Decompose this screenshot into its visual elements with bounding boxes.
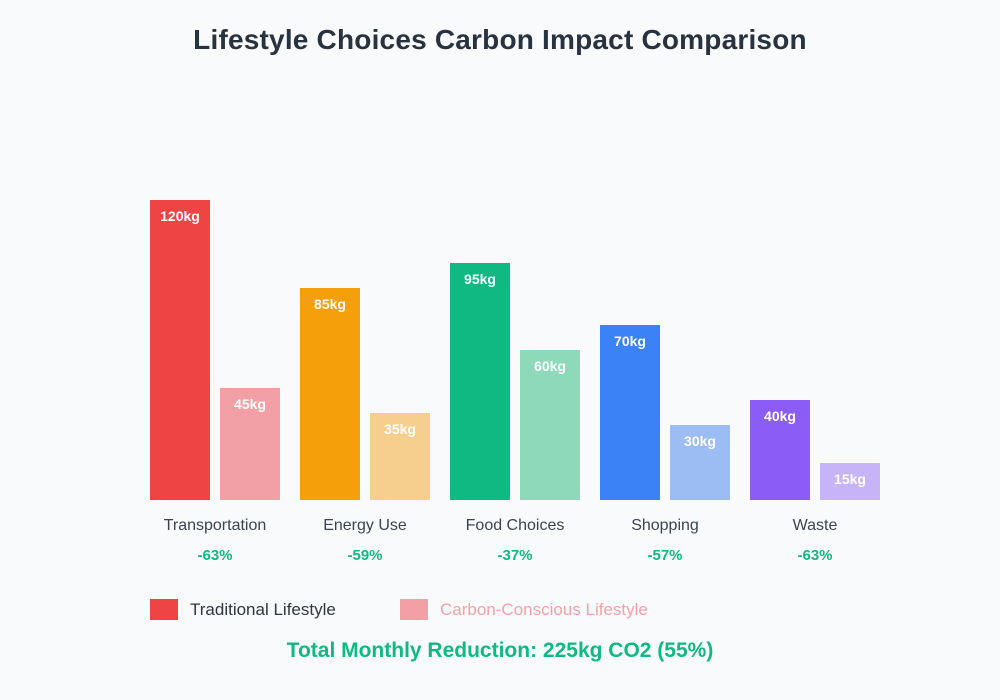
category-label-shopping: Shopping xyxy=(631,517,699,534)
bar-value-label: 45kg xyxy=(234,395,266,412)
bar-traditional-shopping[interactable]: 70kg xyxy=(600,325,660,500)
bar-conscious-energy-use[interactable]: 35kg xyxy=(370,412,430,500)
category-label-waste: Waste xyxy=(792,517,838,534)
legend-item-carbon-conscious[interactable]: Carbon-Conscious Lifestyle xyxy=(400,599,648,620)
bar-traditional-waste[interactable]: 40kg xyxy=(750,400,810,500)
bar-value-label: 95kg xyxy=(464,270,496,287)
bar-conscious-food-choices[interactable]: 60kg xyxy=(520,350,580,500)
legend-swatch-traditional xyxy=(150,599,178,620)
bar-group-shopping: 70kg 30kg Shopping -57% xyxy=(600,200,730,564)
category-label-energy-use: Energy Use xyxy=(323,517,407,534)
bar-value-label: 120kg xyxy=(160,208,200,224)
bar-value-label: 40kg xyxy=(764,408,796,424)
bar-group-food-choices: 95kg 60kg Food Choices -37% xyxy=(450,200,580,564)
category-label-food-choices: Food Choices xyxy=(465,517,565,534)
reduction-label-food-choices: -37% xyxy=(497,547,533,564)
chart-title: Lifestyle Choices Carbon Impact Comparis… xyxy=(193,24,807,55)
total-reduction-summary: Total Monthly Reduction: 225kg CO2 (55%) xyxy=(286,639,714,662)
legend-label-traditional: Traditional Lifestyle xyxy=(190,599,336,619)
bar-value-label: 60kg xyxy=(534,358,566,374)
bar-conscious-shopping[interactable]: 30kg xyxy=(670,425,730,500)
reduction-label-waste: -63% xyxy=(797,547,833,564)
bar-group-energy-use: 85kg 35kg Energy Use -59% xyxy=(300,200,430,564)
bar-value-label: 15kg xyxy=(834,470,866,487)
bar-traditional-energy-use[interactable]: 85kg xyxy=(300,287,360,500)
reduction-label-energy-use: -59% xyxy=(347,547,383,564)
legend-swatch-carbon-conscious xyxy=(400,599,428,620)
legend-item-traditional[interactable]: Traditional Lifestyle xyxy=(150,599,336,620)
bar-value-label: 30kg xyxy=(684,433,716,449)
bar-conscious-transportation[interactable]: 45kg xyxy=(220,387,280,500)
bar-conscious-waste[interactable]: 15kg xyxy=(820,462,880,500)
bar-group-waste: 40kg 15kg Waste -63% xyxy=(750,200,880,564)
category-label-transportation: Transportation xyxy=(163,517,267,534)
bar-value-label: 85kg xyxy=(314,295,346,312)
bar-group-transportation: 120kg 45kg Transportation -63% xyxy=(150,200,280,564)
legend-label-carbon-conscious: Carbon-Conscious Lifestyle xyxy=(440,599,648,619)
bar-traditional-transportation[interactable]: 120kg xyxy=(150,200,210,500)
reduction-label-transportation: -63% xyxy=(197,547,233,564)
bar-chart: 120kg 45kg Transportation -63% 85kg 35kg Energ… xyxy=(150,200,880,564)
bar-traditional-food-choices[interactable]: 95kg xyxy=(450,262,510,500)
reduction-label-shopping: -57% xyxy=(647,547,683,564)
bar-value-label: 35kg xyxy=(384,420,416,437)
bar-value-label: 70kg xyxy=(614,333,646,349)
